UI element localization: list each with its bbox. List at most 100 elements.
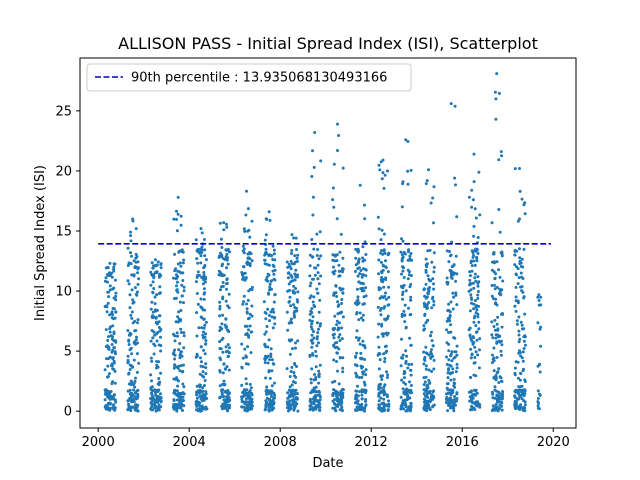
- data-point: [225, 252, 229, 256]
- data-point: [154, 270, 158, 274]
- data-point: [469, 293, 473, 297]
- data-point: [497, 158, 501, 162]
- data-point: [310, 322, 314, 326]
- data-point: [226, 256, 229, 260]
- data-point: [225, 395, 229, 399]
- data-point: [355, 311, 359, 314]
- data-point: [289, 267, 293, 271]
- data-point: [445, 355, 448, 359]
- data-point: [311, 341, 315, 345]
- data-point: [449, 253, 453, 257]
- data-point: [475, 404, 479, 408]
- data-point: [493, 90, 497, 94]
- data-point: [312, 165, 316, 169]
- data-point: [364, 391, 367, 395]
- data-point: [475, 330, 479, 334]
- data-point: [495, 260, 499, 264]
- data-point: [103, 279, 107, 283]
- data-point: [195, 334, 199, 338]
- data-point: [131, 298, 135, 302]
- data-point: [501, 397, 504, 401]
- data-point: [467, 390, 471, 394]
- data-point: [269, 355, 273, 358]
- data-point: [108, 397, 112, 401]
- data-point: [409, 343, 413, 347]
- data-point: [314, 350, 318, 353]
- data-point: [315, 254, 319, 257]
- data-point: [492, 346, 496, 350]
- data-point: [358, 390, 362, 394]
- data-point-peak: [537, 293, 541, 297]
- data-point: [135, 352, 139, 356]
- data-point: [202, 273, 206, 277]
- data-point: [501, 279, 505, 283]
- data-point: [470, 298, 474, 301]
- data-point: [432, 265, 436, 269]
- data-point: [244, 377, 248, 381]
- data-point: [424, 364, 428, 368]
- data-point: [263, 408, 267, 412]
- data-point-peak: [518, 167, 521, 170]
- data-point: [287, 262, 291, 266]
- data-point: [380, 228, 384, 232]
- data-point: [127, 282, 131, 286]
- data-point: [159, 371, 163, 375]
- data-point: [514, 285, 518, 289]
- data-point: [497, 391, 501, 395]
- data-point: [221, 371, 225, 375]
- data-point: [427, 288, 431, 292]
- data-point: [380, 378, 384, 381]
- data-point: [469, 261, 473, 265]
- legend-label: 90th percentile : 13.935068130493166: [131, 71, 387, 86]
- data-point: [406, 268, 410, 272]
- data-point: [332, 265, 335, 269]
- data-point: [331, 253, 335, 257]
- data-point: [399, 250, 403, 254]
- data-point: [380, 271, 384, 275]
- data-point: [182, 346, 186, 350]
- data-point: [354, 371, 358, 375]
- data-point: [158, 329, 162, 333]
- data-point: [198, 390, 202, 394]
- data-point: [108, 408, 112, 412]
- data-point: [356, 295, 360, 299]
- data-point: [225, 222, 228, 226]
- data-point: [109, 390, 113, 393]
- data-point: [475, 391, 479, 395]
- data-point: [289, 317, 293, 321]
- data-point: [195, 396, 199, 400]
- data-point: [127, 333, 131, 337]
- data-point: [494, 117, 498, 121]
- data-point: [363, 217, 367, 221]
- data-point: [522, 367, 525, 371]
- data-point: [386, 303, 390, 307]
- data-point: [514, 405, 518, 409]
- data-point: [151, 395, 155, 399]
- data-point: [408, 254, 412, 258]
- data-point: [112, 286, 116, 290]
- data-point: [449, 399, 453, 402]
- data-point: [195, 393, 199, 397]
- data-point: [383, 173, 387, 177]
- data-point: [354, 256, 358, 260]
- data-point-peak: [381, 158, 385, 162]
- data-point: [243, 406, 247, 410]
- data-point: [337, 382, 341, 386]
- data-point: [384, 317, 388, 321]
- data-point: [338, 393, 342, 397]
- data-point: [133, 406, 136, 410]
- data-point: [384, 276, 388, 280]
- data-point: [380, 177, 384, 181]
- data-point: [107, 271, 111, 275]
- data-point: [317, 375, 321, 379]
- data-point: [495, 371, 499, 374]
- data-point: [175, 389, 179, 393]
- data-point: [245, 391, 249, 395]
- data-point: [497, 381, 501, 384]
- data-point: [310, 238, 314, 241]
- data-point: [157, 360, 161, 364]
- data-point: [181, 391, 185, 395]
- data-point: [285, 400, 289, 404]
- data-point: [387, 295, 391, 299]
- data-point: [154, 391, 158, 395]
